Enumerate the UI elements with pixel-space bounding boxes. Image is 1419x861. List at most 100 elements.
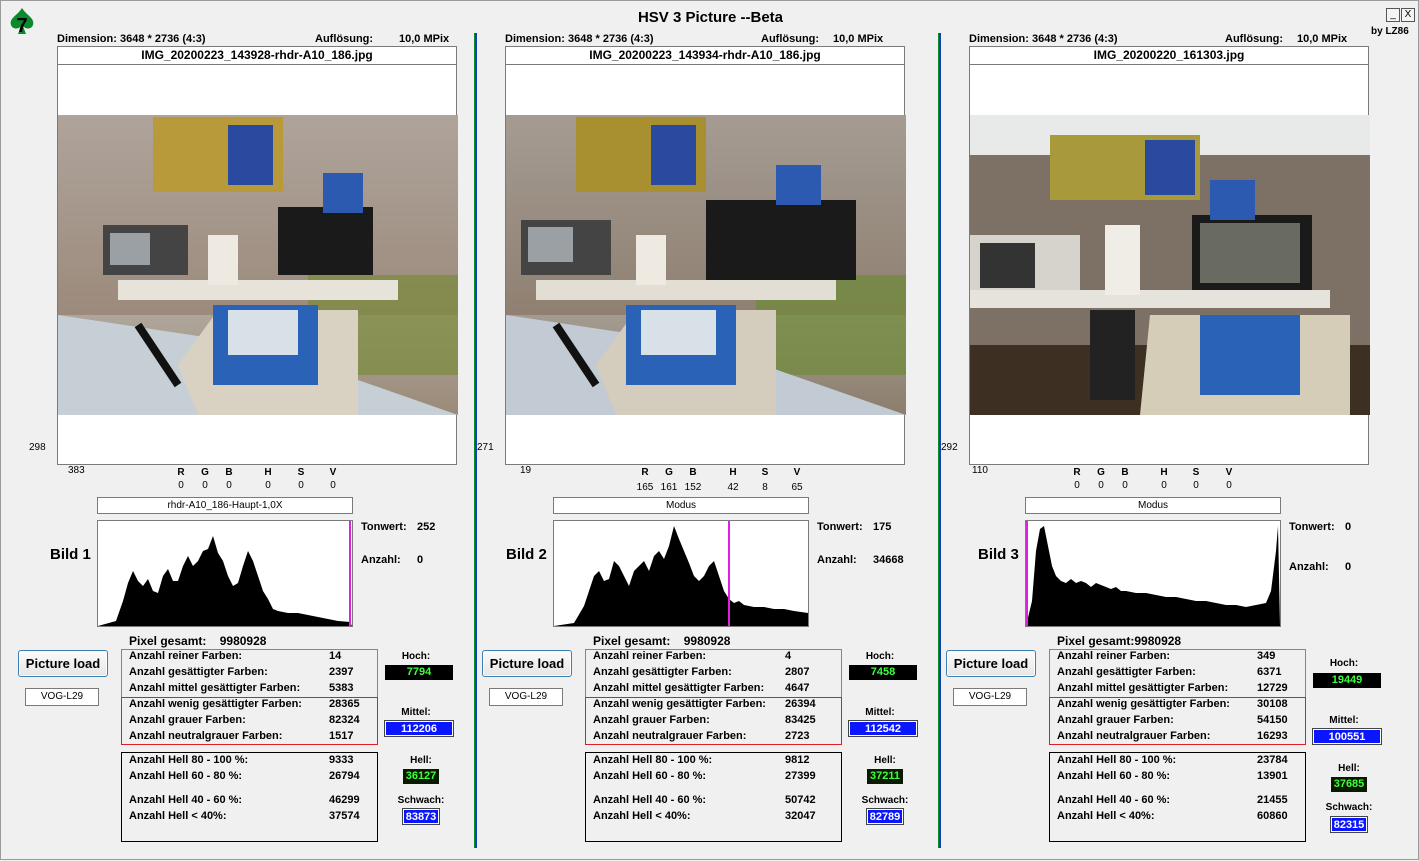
panel-separator <box>938 33 941 848</box>
tonwert-label: Tonwert: <box>361 521 407 533</box>
row-label: Anzahl Hell 60 - 80 %: <box>593 770 707 782</box>
row-value: 60860 <box>1257 810 1288 822</box>
resolution-value: 10,0 MPix <box>833 33 884 45</box>
device-field[interactable]: VOG-L29 <box>953 688 1027 706</box>
row-label: Anzahl mittel gesättigter Farben: <box>129 682 301 694</box>
image-frame: IMG_20200220_161303.jpg <box>969 46 1370 465</box>
g-value: 0 <box>1098 480 1104 491</box>
pixel-gesamt: Pixel gesamt: 9980928 <box>593 634 731 648</box>
mode-field[interactable]: Modus <box>1025 497 1281 514</box>
g-value: 0 <box>202 480 208 491</box>
dimension-label: Dimension: 3648 * 2736 (4:3) <box>505 33 654 45</box>
gray-colors-box: Anzahl wenig gesättigter Farben: 30108 A… <box>1049 697 1306 745</box>
row-value: 26394 <box>785 698 816 710</box>
row-value: 83425 <box>785 714 816 726</box>
r-label: R <box>177 467 185 478</box>
row-label: Anzahl reiner Farben: <box>1057 650 1171 662</box>
hoch-label: Hoch: <box>1329 658 1359 669</box>
minimize-button[interactable]: _ <box>1386 8 1400 22</box>
device-field[interactable]: VOG-L29 <box>489 688 563 706</box>
b-label: B <box>1121 467 1129 478</box>
resolution-label: Auflösung: <box>761 33 820 45</box>
g-label: G <box>201 467 209 478</box>
histogram[interactable] <box>553 520 809 627</box>
filename: IMG_20200223_143928-rhdr-A10_186.jpg <box>58 47 456 65</box>
tonwert-label: Tonwert: <box>1289 521 1335 533</box>
dimension-value: 3648 * 2736 (4:3) <box>1031 33 1118 45</box>
saturated-colors-box: Anzahl reiner Farben: 349 Anzahl gesätti… <box>1049 649 1306 698</box>
schwach-label: Schwach: <box>861 795 909 806</box>
hell-label: Hell: <box>1338 763 1360 774</box>
row-label: Anzahl grauer Farben: <box>593 714 710 726</box>
photo-image[interactable] <box>58 115 458 415</box>
histogram[interactable] <box>97 520 353 627</box>
row-value: 6371 <box>1257 666 1282 678</box>
row-value: 26794 <box>329 770 360 782</box>
brightness-box: Anzahl Hell 80 - 100 %: 9333 Anzahl Hell… <box>121 752 378 842</box>
mode-field[interactable]: rhdr-A10_186-Haupt-1,0X <box>97 497 353 514</box>
close-button[interactable]: X <box>1401 8 1415 22</box>
schwach-value: 83873 <box>402 808 440 825</box>
h-label: H <box>264 467 272 478</box>
s-value: 8 <box>762 482 768 493</box>
tonwert-value: 175 <box>873 521 892 533</box>
picture-load-button[interactable]: Picture load <box>18 650 108 677</box>
hoch-label: Hoch: <box>401 651 431 662</box>
row-value: 2723 <box>785 730 810 742</box>
s-value: 0 <box>298 480 304 491</box>
dimension-value: 3648 * 2736 (4:3) <box>567 33 654 45</box>
g-value: 161 <box>660 482 678 493</box>
picture-load-button[interactable]: Picture load <box>482 650 572 677</box>
r-value: 0 <box>178 480 184 491</box>
tonwert-label: Tonwert: <box>817 521 863 533</box>
row-value: 46299 <box>329 794 360 806</box>
byline: by LZ86 <box>1371 26 1409 37</box>
hoch-value: 7794 <box>385 665 453 680</box>
panel-separator <box>474 33 477 848</box>
row-value: 2397 <box>329 666 354 678</box>
row-label: Anzahl reiner Farben: <box>129 650 243 662</box>
resolution-value: 10,0 MPix <box>399 33 450 45</box>
resolution-label: Auflösung: <box>1225 33 1284 45</box>
s-label: S <box>1192 467 1200 478</box>
r-label: R <box>1073 467 1081 478</box>
anzahl-value: 0 <box>1345 561 1352 573</box>
row-value: 349 <box>1257 650 1276 662</box>
mode-field[interactable]: Modus <box>553 497 809 514</box>
spade-seven-icon: 7 <box>7 6 37 36</box>
r-label: R <box>641 467 649 478</box>
hoch-value: 19449 <box>1313 673 1381 688</box>
r-value: 165 <box>636 482 654 493</box>
row-label: Anzahl Hell < 40%: <box>1057 810 1155 822</box>
s-label: S <box>297 467 305 478</box>
anzahl-label: Anzahl: <box>817 554 857 566</box>
row-label: Anzahl neutralgrauer Farben: <box>129 730 283 742</box>
svg-text:7: 7 <box>16 15 27 36</box>
device-field[interactable]: VOG-L29 <box>25 688 99 706</box>
gray-colors-box: Anzahl wenig gesättigter Farben: 28365 A… <box>121 697 378 745</box>
row-value: 23784 <box>1257 754 1288 766</box>
row-label: Anzahl wenig gesättigter Farben: <box>129 698 302 710</box>
row-value: 30108 <box>1257 698 1288 710</box>
row-label: Anzahl reiner Farben: <box>593 650 707 662</box>
row-value: 9812 <box>785 754 810 766</box>
tonwert-value: 0 <box>1345 521 1352 533</box>
bild-label: Bild 1 <box>50 546 91 563</box>
filename: IMG_20200223_143934-rhdr-A10_186.jpg <box>506 47 904 65</box>
dimension-value: 3648 * 2736 (4:3) <box>119 33 206 45</box>
photo-image[interactable] <box>970 115 1370 415</box>
window-title: HSV 3 Picture --Beta <box>637 9 784 26</box>
row-label: Anzahl grauer Farben: <box>129 714 246 726</box>
histogram[interactable] <box>1025 520 1281 627</box>
mittel-value: 112206 <box>384 720 454 737</box>
b-label: B <box>689 467 697 478</box>
row-value: 2807 <box>785 666 810 678</box>
v-value: 0 <box>330 480 336 491</box>
brightness-box: Anzahl Hell 80 - 100 %: 23784 Anzahl Hel… <box>1049 752 1306 842</box>
row-value: 4647 <box>785 682 810 694</box>
picture-load-button[interactable]: Picture load <box>946 650 1036 677</box>
h-value: 0 <box>1161 480 1167 491</box>
photo-image[interactable] <box>506 115 906 415</box>
row-value: 5383 <box>329 682 354 694</box>
row-value: 12729 <box>1257 682 1288 694</box>
